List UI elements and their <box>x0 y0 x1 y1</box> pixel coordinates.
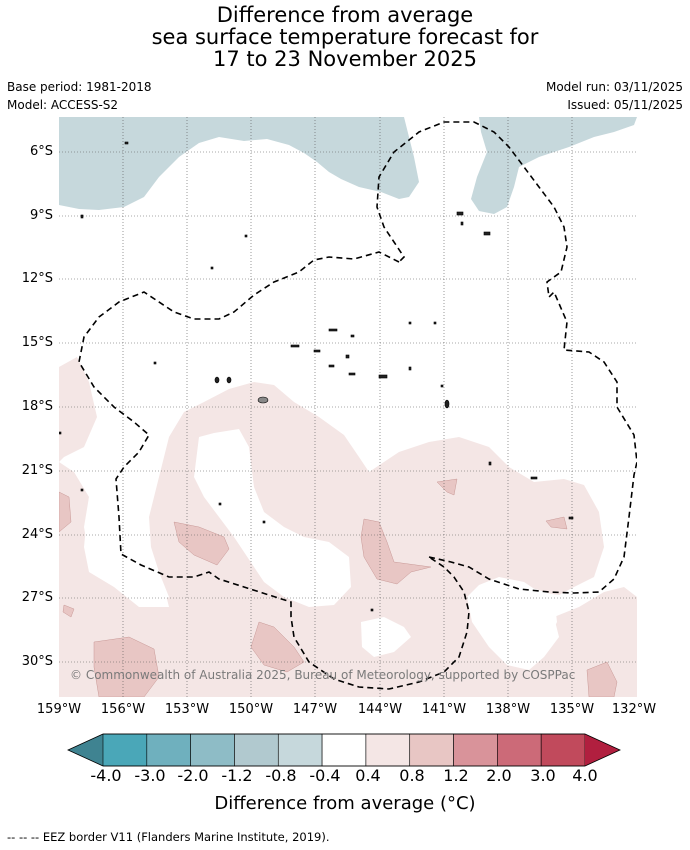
cool-anomaly-region-northeast <box>471 117 637 214</box>
lat-label-18s: 18°S <box>21 399 53 414</box>
meta-left: Base period: 1981-2018 Model: ACCESS-S2 <box>7 78 152 114</box>
issued-date: Issued: 05/11/2025 <box>567 98 683 112</box>
cool-anomaly-region-north <box>59 117 419 210</box>
colorbar-swatch <box>102 733 148 767</box>
lat-label-27s: 27°S <box>21 590 53 605</box>
lat-label-30s: 30°S <box>21 654 53 669</box>
warm-patch-5 <box>586 661 618 697</box>
lon-label-138w: 138°W <box>485 702 531 717</box>
model-name: Model: ACCESS-S2 <box>7 98 119 112</box>
colorbar-swatch <box>190 733 235 767</box>
lon-label-159w: 159°W <box>36 702 82 717</box>
colorbar-title: Difference from average (°C) <box>214 793 476 814</box>
colorbar-tick-2: -2.0 <box>177 766 209 785</box>
neutral-region-southeast <box>474 587 557 652</box>
colorbar-extend-high <box>585 734 620 766</box>
warm-patch-7 <box>436 478 458 496</box>
lat-label-9s: 9°S <box>29 208 53 223</box>
colorbar-fills <box>68 733 620 767</box>
lon-label-141w: 141°W <box>421 702 467 717</box>
meta-right: Model run: 03/11/2025 Issued: 05/11/2025 <box>546 78 683 114</box>
warm-patch-9 <box>62 604 75 618</box>
warm-patch-4 <box>93 636 160 697</box>
colorbar-swatch <box>497 733 542 767</box>
colorbar-tick-10: 3.0 <box>530 766 556 785</box>
colorbar-swatch <box>409 733 454 767</box>
colorbar-tick-11: 4.0 <box>572 766 598 785</box>
lon-label-156w: 156°W <box>100 702 146 717</box>
eez-border <box>78 121 637 690</box>
warm-patch-8 <box>545 516 568 530</box>
colorbar-swatch <box>321 733 367 767</box>
colorbar-swatch <box>234 733 279 767</box>
colorbar-graphic <box>67 733 621 767</box>
warm-anomaly-region-0.4 <box>59 357 97 462</box>
neutral-region-central <box>194 429 351 607</box>
colorbar-outline <box>67 733 621 767</box>
lon-label-150w: 150°W <box>228 702 274 717</box>
colorbar <box>67 733 623 771</box>
colorbar-swatch <box>453 733 498 767</box>
colorbar-swatch <box>540 733 586 767</box>
colorbar-tick-7: 0.8 <box>399 766 425 785</box>
lat-label-6s: 6°S <box>29 144 53 159</box>
eez-legend-footer: -- -- -- EEZ border V11 (Flanders Marine… <box>7 830 330 844</box>
colorbar-tick-1: -3.0 <box>134 766 166 785</box>
lon-label-135w: 135°W <box>549 702 595 717</box>
lat-label-21s: 21°S <box>21 463 53 478</box>
lat-label-12s: 12°S <box>21 271 53 286</box>
title-line-1: Difference from average <box>216 3 474 27</box>
colorbar-tick-0: -4.0 <box>90 766 122 785</box>
colorbar-extend-low <box>68 734 103 766</box>
lon-label-132w: 132°W <box>611 702 657 717</box>
title-line-2: sea surface temperature forecast for <box>151 25 539 49</box>
colorbar-tick-8: 1.2 <box>443 766 469 785</box>
colorbar-swatch <box>146 733 191 767</box>
base-period: Base period: 1981-2018 <box>7 80 152 94</box>
warm-patch-3 <box>250 621 305 673</box>
lon-label-144w: 144°W <box>357 702 403 717</box>
map-title: Difference from average sea surface temp… <box>0 4 690 70</box>
colorbar-swatch <box>365 733 411 767</box>
warm-patch-6 <box>59 491 72 533</box>
lat-label-15s: 15°S <box>21 335 53 350</box>
colorbar-tick-4: -0.8 <box>265 766 297 785</box>
neutral-region-south <box>361 617 411 657</box>
graticule <box>59 117 637 697</box>
sst-anomaly-map <box>59 117 637 697</box>
copyright-notice: © Commonwealth of Australia 2025, Bureau… <box>70 668 576 682</box>
colorbar-swatch <box>277 733 323 767</box>
neutral-region-west <box>84 487 169 607</box>
colorbar-tick-6: 0.4 <box>355 766 381 785</box>
model-run: Model run: 03/11/2025 <box>545 80 683 94</box>
warm-patch-1 <box>173 521 230 566</box>
colorbar-tick-9: 2.0 <box>486 766 512 785</box>
lon-label-147w: 147°W <box>292 702 338 717</box>
map-canvas <box>59 117 637 697</box>
lon-label-153w: 153°W <box>164 702 210 717</box>
islands <box>59 141 574 612</box>
colorbar-tick-5: -0.4 <box>309 766 341 785</box>
title-line-3: 17 to 23 November 2025 <box>213 47 477 71</box>
colorbar-tick-3: -1.2 <box>221 766 253 785</box>
warm-patch-2 <box>360 518 432 585</box>
lat-label-24s: 24°S <box>21 527 53 542</box>
